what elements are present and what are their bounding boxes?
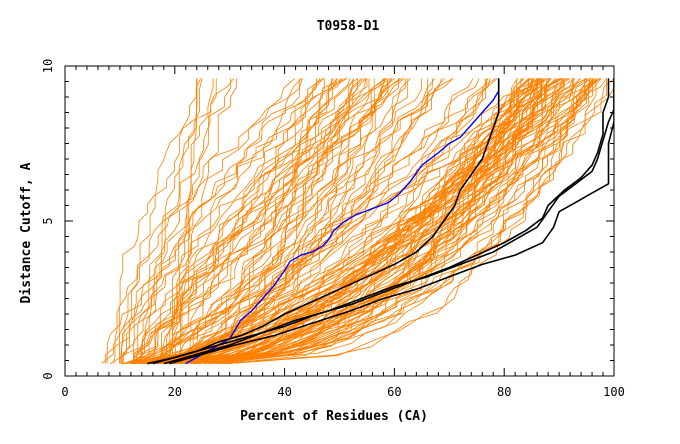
model-curve [184, 78, 498, 364]
model-curve [204, 78, 325, 364]
model-curve [191, 78, 370, 364]
model-curve [172, 78, 428, 364]
model-curve [151, 78, 348, 364]
y-axis-label: Distance Cutoff, A [19, 162, 34, 303]
y-tick-label: 0 [41, 372, 55, 379]
model-curve [221, 78, 597, 364]
model-curve [146, 78, 406, 364]
x-tick-label: 40 [277, 385, 291, 399]
model-curve [137, 78, 589, 364]
model-curve [185, 78, 535, 364]
series-group [101, 78, 614, 365]
model-curve [184, 78, 559, 364]
chart-title: T0958-D1 [317, 19, 380, 34]
model-curve [125, 78, 405, 364]
model-curve [149, 78, 454, 364]
y-tick-label: 10 [41, 59, 55, 73]
model-curve [175, 78, 539, 364]
model-curve [119, 78, 296, 364]
model-curve [146, 78, 588, 364]
model-curve [121, 78, 368, 364]
model-curve [129, 78, 434, 364]
y-tick-label: 5 [41, 217, 55, 224]
highlight-curve-black-3 [163, 78, 614, 365]
model-curve [170, 78, 333, 364]
x-tick-label: 20 [168, 385, 182, 399]
model-curve [145, 78, 594, 364]
model-curve [166, 78, 581, 364]
model-curve [104, 78, 235, 364]
model-curve [142, 78, 607, 364]
model-curve [172, 78, 598, 364]
highlight-curve-black-2 [152, 78, 610, 365]
model-curve [190, 78, 594, 364]
model-curve [131, 78, 375, 364]
x-tick-label: 100 [603, 385, 625, 399]
model-curve [185, 78, 365, 364]
model-curve [162, 78, 217, 364]
model-curve [160, 78, 334, 364]
model-curve [216, 78, 560, 364]
model-curve [174, 78, 237, 364]
model-curve [158, 78, 317, 364]
model-curve [133, 78, 403, 364]
highlight-curve-black-4 [169, 78, 614, 365]
model-curve [140, 78, 391, 364]
axes-group: 0 20 40 60 80 100 0 5 10 [41, 59, 625, 399]
model-curve [121, 78, 562, 364]
model-curve [164, 78, 614, 364]
model-curve [125, 78, 474, 364]
model-curve [221, 78, 580, 364]
model-curve [147, 78, 596, 364]
model-curve [219, 78, 518, 364]
model-curve [166, 78, 386, 364]
x-axis-label: Percent of Residues (CA) [240, 409, 428, 424]
model-curve [151, 78, 354, 364]
model-curve [194, 78, 538, 364]
model-curve [113, 78, 303, 364]
model-curve [140, 78, 303, 364]
model-curve [129, 78, 540, 364]
model-curve [120, 78, 359, 364]
model-curve [183, 78, 411, 364]
model-curve [133, 78, 395, 364]
highlight-curve-black-1 [147, 78, 500, 365]
x-tick-label: 80 [497, 385, 511, 399]
model-curve [163, 78, 392, 364]
model-curve [192, 78, 557, 364]
model-curve [199, 78, 598, 364]
model-curve [132, 78, 367, 364]
x-tick-label: 0 [61, 385, 68, 399]
model-curve [201, 78, 367, 364]
model-curve [204, 78, 593, 364]
highlight-curve-blue [185, 78, 500, 365]
model-curve [170, 78, 532, 364]
model-curve [168, 78, 575, 364]
model-curve [149, 78, 600, 364]
model-curve [166, 78, 342, 364]
model-curve [164, 78, 542, 364]
model-curve [133, 78, 203, 364]
model-curve [149, 78, 544, 364]
model-curve [139, 78, 409, 364]
x-tick-label: 60 [387, 385, 401, 399]
model-curve [106, 78, 347, 364]
model-curve [129, 78, 197, 364]
model-curve [227, 78, 590, 364]
model-curve [185, 78, 392, 364]
model-curve [163, 78, 399, 364]
model-curve [133, 78, 574, 364]
model-curve [148, 78, 608, 364]
model-curve [226, 78, 537, 364]
model-curve [101, 78, 231, 364]
model-curve [139, 78, 362, 364]
model-curve [208, 78, 601, 364]
model-curve [121, 78, 202, 364]
model-curve [178, 78, 614, 364]
model-curve [194, 78, 602, 364]
